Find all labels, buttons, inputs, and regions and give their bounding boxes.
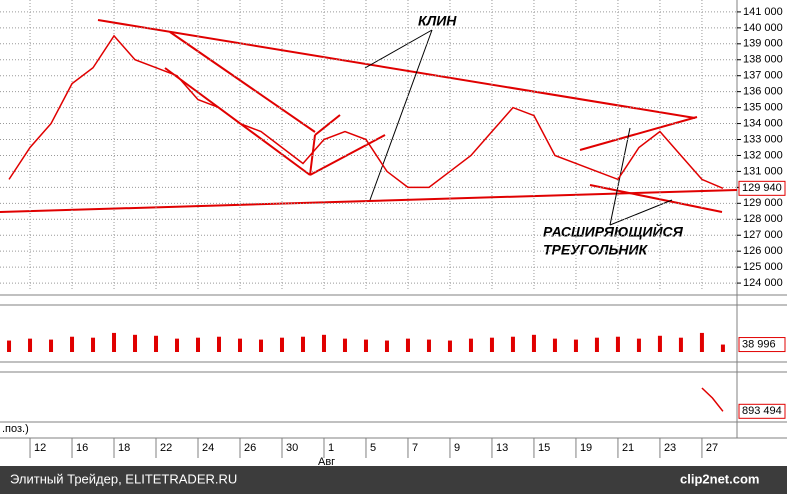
last-value-label: 893 494	[742, 405, 782, 417]
volume-bar	[217, 336, 222, 352]
y-tick-label: 133 000	[743, 133, 783, 145]
volume-bar	[720, 344, 725, 352]
volume-bar	[636, 338, 641, 352]
y-tick-label: 124 000	[743, 277, 783, 289]
volume-bar	[615, 336, 620, 352]
last-value-box	[738, 180, 786, 196]
x-tick-label: 18	[118, 442, 130, 454]
footer	[0, 466, 787, 494]
volume-bar	[405, 338, 410, 352]
volume-bar	[112, 332, 117, 352]
y-tick-label: 128 000	[743, 213, 783, 225]
y-tick-label: 141 000	[743, 6, 783, 18]
x-tick-label: 15	[538, 442, 550, 454]
volume-bar	[384, 340, 389, 352]
volume-bar	[154, 335, 159, 352]
volume-bar	[300, 336, 305, 352]
volume-bar	[133, 334, 138, 352]
x-tick-label: 13	[496, 442, 508, 454]
y-tick-label: 127 000	[743, 229, 783, 241]
month-label: Авг	[318, 456, 335, 468]
volume-bar	[91, 337, 96, 352]
volume-bar	[552, 338, 557, 352]
y-tick-label: 138 000	[743, 54, 783, 66]
y-tick-label: 140 000	[743, 22, 783, 34]
volume-bar	[468, 338, 473, 352]
volume-bar	[363, 339, 368, 352]
volume-bar	[447, 340, 452, 352]
y-tick-label: 132 000	[743, 149, 783, 161]
x-tick-label: 12	[34, 442, 46, 454]
volume-bar	[49, 339, 54, 352]
y-tick-label: 125 000	[743, 261, 783, 273]
price-line	[8, 34, 724, 190]
volume-bar	[258, 339, 263, 352]
volume-bar	[237, 338, 242, 352]
volume-bar	[7, 340, 12, 352]
volume-bar	[699, 332, 704, 352]
volume-bar	[594, 337, 599, 352]
last-value-label: 38 996	[742, 338, 776, 350]
x-tick-label: 21	[622, 442, 634, 454]
x-tick-label: 7	[412, 442, 418, 454]
last-value-box	[738, 403, 786, 419]
volume-bar	[196, 337, 201, 352]
annotation: ТРЕУГОЛЬНИК	[543, 242, 649, 258]
y-tick-label: 137 000	[743, 70, 783, 82]
volume-bar	[510, 336, 515, 352]
volume-bar	[657, 335, 662, 352]
annotation: КЛИН	[418, 13, 457, 29]
volume-bar	[573, 339, 578, 352]
x-tick-label: 26	[244, 442, 256, 454]
volume-bar	[321, 334, 326, 352]
x-tick-label: 19	[580, 442, 592, 454]
background	[0, 0, 787, 466]
x-tick-label: 27	[706, 442, 718, 454]
x-tick-label: 9	[454, 442, 460, 454]
volume-bar	[426, 339, 431, 352]
volume-bar	[175, 338, 180, 352]
last-value-box	[738, 337, 786, 353]
x-tick-label: 22	[160, 442, 172, 454]
x-tick-label: 1	[328, 442, 334, 454]
y-tick-label: 134 000	[743, 117, 783, 129]
volume-bar	[279, 337, 284, 352]
x-tick-label: 5	[370, 442, 376, 454]
volume-bar	[489, 337, 494, 352]
footer-logo: clip2net.com	[680, 471, 759, 486]
price-line	[701, 387, 724, 412]
panel-borders	[0, 0, 787, 439]
last-value-label: 129 940	[742, 182, 782, 194]
y-tick-label: 131 000	[743, 165, 783, 177]
footer-text: Элитный Трейдер, ELITETRADER.RU	[10, 471, 237, 486]
panel-label: .поз.)	[2, 423, 29, 435]
volume-bar	[70, 336, 75, 352]
y-tick-label: 135 000	[743, 102, 783, 114]
volume-bar	[28, 338, 33, 352]
x-tick-label: 30	[286, 442, 298, 454]
x-tick-label: 24	[202, 442, 214, 454]
volume-bar	[531, 334, 536, 352]
x-tick-label: 16	[76, 442, 88, 454]
y-tick-label: 126 000	[743, 245, 783, 257]
y-tick-label: 136 000	[743, 86, 783, 98]
y-tick-label: 139 000	[743, 38, 783, 50]
volume-bar	[678, 337, 683, 352]
volume-bar	[342, 338, 347, 352]
annotation: РАСШИРЯЮЩИЙСЯ	[543, 223, 684, 240]
x-tick-label: 23	[664, 442, 676, 454]
y-tick-label: 129 000	[743, 197, 783, 209]
